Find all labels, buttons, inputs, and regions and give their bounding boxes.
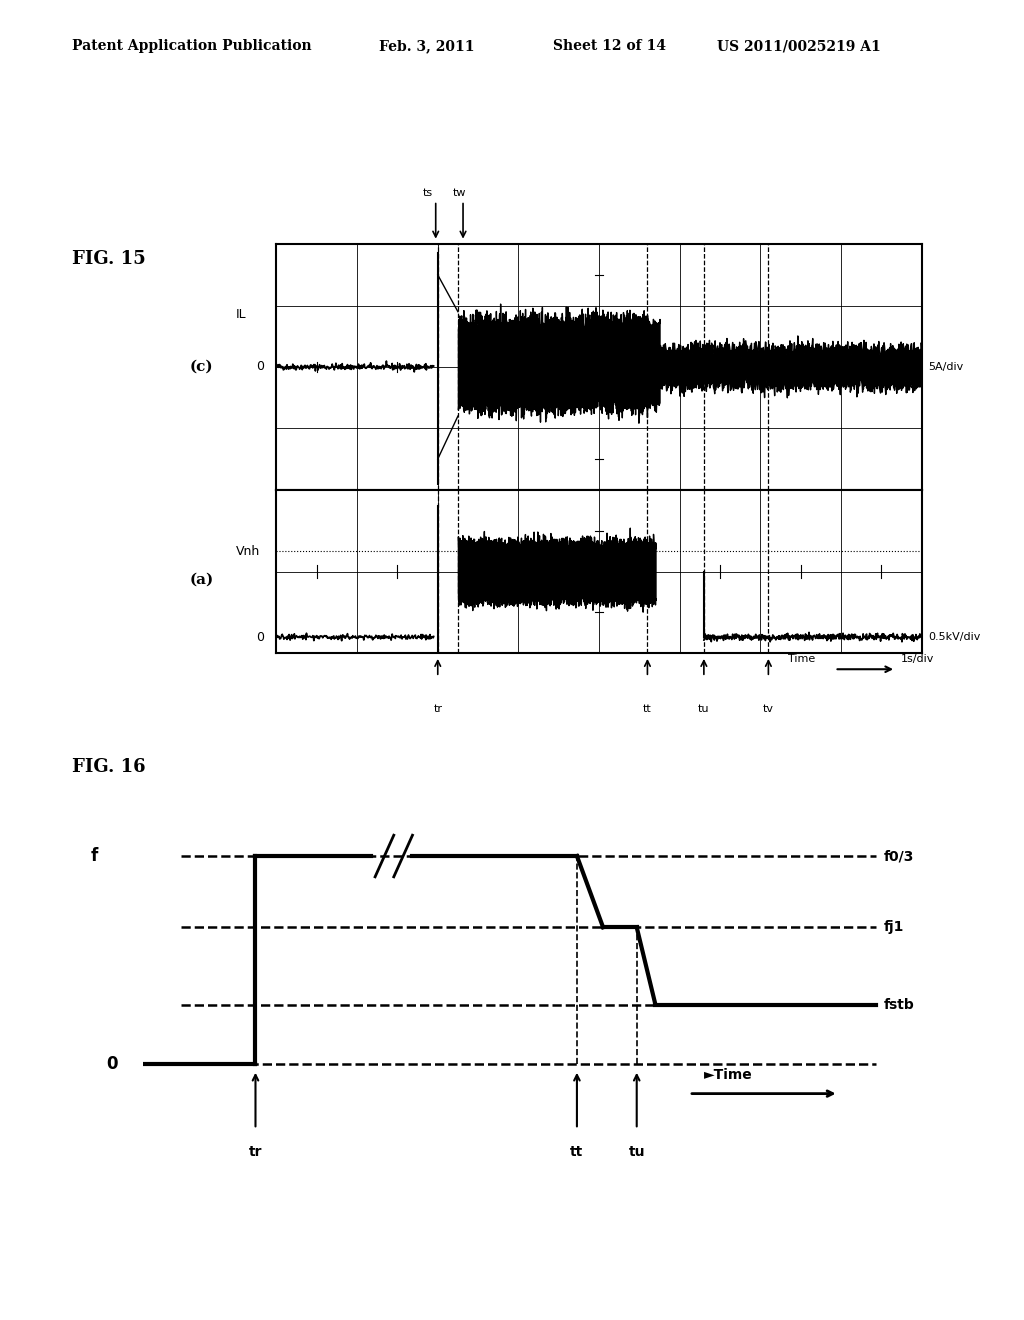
Text: tt: tt bbox=[570, 1144, 584, 1159]
Text: f0/3: f0/3 bbox=[884, 849, 913, 863]
Text: 0: 0 bbox=[256, 631, 264, 644]
Text: fstb: fstb bbox=[884, 998, 914, 1011]
Text: (a): (a) bbox=[189, 573, 214, 587]
Text: tv: tv bbox=[763, 704, 774, 714]
Text: 5A/div: 5A/div bbox=[928, 362, 964, 372]
Text: (c): (c) bbox=[189, 360, 213, 374]
Text: FIG. 16: FIG. 16 bbox=[72, 758, 145, 776]
Text: Time: Time bbox=[788, 653, 816, 664]
Text: ►Time: ►Time bbox=[705, 1068, 753, 1082]
Text: 0: 0 bbox=[106, 1055, 118, 1073]
Text: Feb. 3, 2011: Feb. 3, 2011 bbox=[379, 40, 474, 53]
Text: IL: IL bbox=[237, 309, 247, 321]
Text: US 2011/0025219 A1: US 2011/0025219 A1 bbox=[717, 40, 881, 53]
Text: tw: tw bbox=[454, 187, 467, 198]
Text: 0.5kV/div: 0.5kV/div bbox=[928, 632, 980, 642]
Text: Vnh: Vnh bbox=[237, 545, 260, 557]
Text: fj1: fj1 bbox=[884, 920, 904, 935]
Text: tu: tu bbox=[698, 704, 710, 714]
Text: ts: ts bbox=[423, 187, 432, 198]
Text: tt: tt bbox=[643, 704, 652, 714]
Text: 0: 0 bbox=[256, 360, 264, 374]
Text: tr: tr bbox=[433, 704, 442, 714]
Text: tu: tu bbox=[629, 1144, 645, 1159]
Text: tr: tr bbox=[249, 1144, 262, 1159]
Text: FIG. 15: FIG. 15 bbox=[72, 249, 145, 268]
Text: f: f bbox=[91, 847, 98, 865]
Text: Patent Application Publication: Patent Application Publication bbox=[72, 40, 311, 53]
Text: Sheet 12 of 14: Sheet 12 of 14 bbox=[553, 40, 666, 53]
Text: 1s/div: 1s/div bbox=[901, 653, 935, 664]
